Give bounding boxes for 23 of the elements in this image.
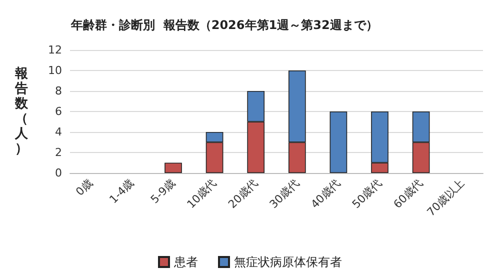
y-tick-label: 6 [55,105,62,118]
x-tick-label: 20歳代 [226,176,260,212]
x-tick-label: 70歳以上 [424,176,467,219]
x-tick-label: 30歳代 [267,176,302,212]
bar [330,112,348,173]
y-tick-label: 12 [48,44,62,56]
x-tick-label: 40歳代 [308,176,344,212]
y-tick-label: 4 [55,126,62,138]
x-tick-label: 0歳 [73,176,96,198]
bar [164,162,182,173]
y-tick-label: 0 [55,166,62,180]
chart-title: 年齢群・診断別 報告数（2026年第1週～第32週まで） [70,18,378,32]
legend-label: 患者 [173,255,198,269]
x-tick-label: 10歳代 [184,176,220,212]
x-tick-label: 5-9歳 [148,176,178,206]
y-axis-title: 報告数（人） [14,66,29,156]
x-tick-label: 60歳代 [391,176,426,212]
x-tick-label: 1-4歳 [106,176,137,206]
y-tick-label: 8 [55,84,62,98]
x-tick-label: 50歳代 [350,176,384,212]
y-tick-label: 10 [48,64,62,77]
y-tick-label: 2 [55,146,62,159]
legend-label: 無症状病原体保有者 [234,255,342,269]
